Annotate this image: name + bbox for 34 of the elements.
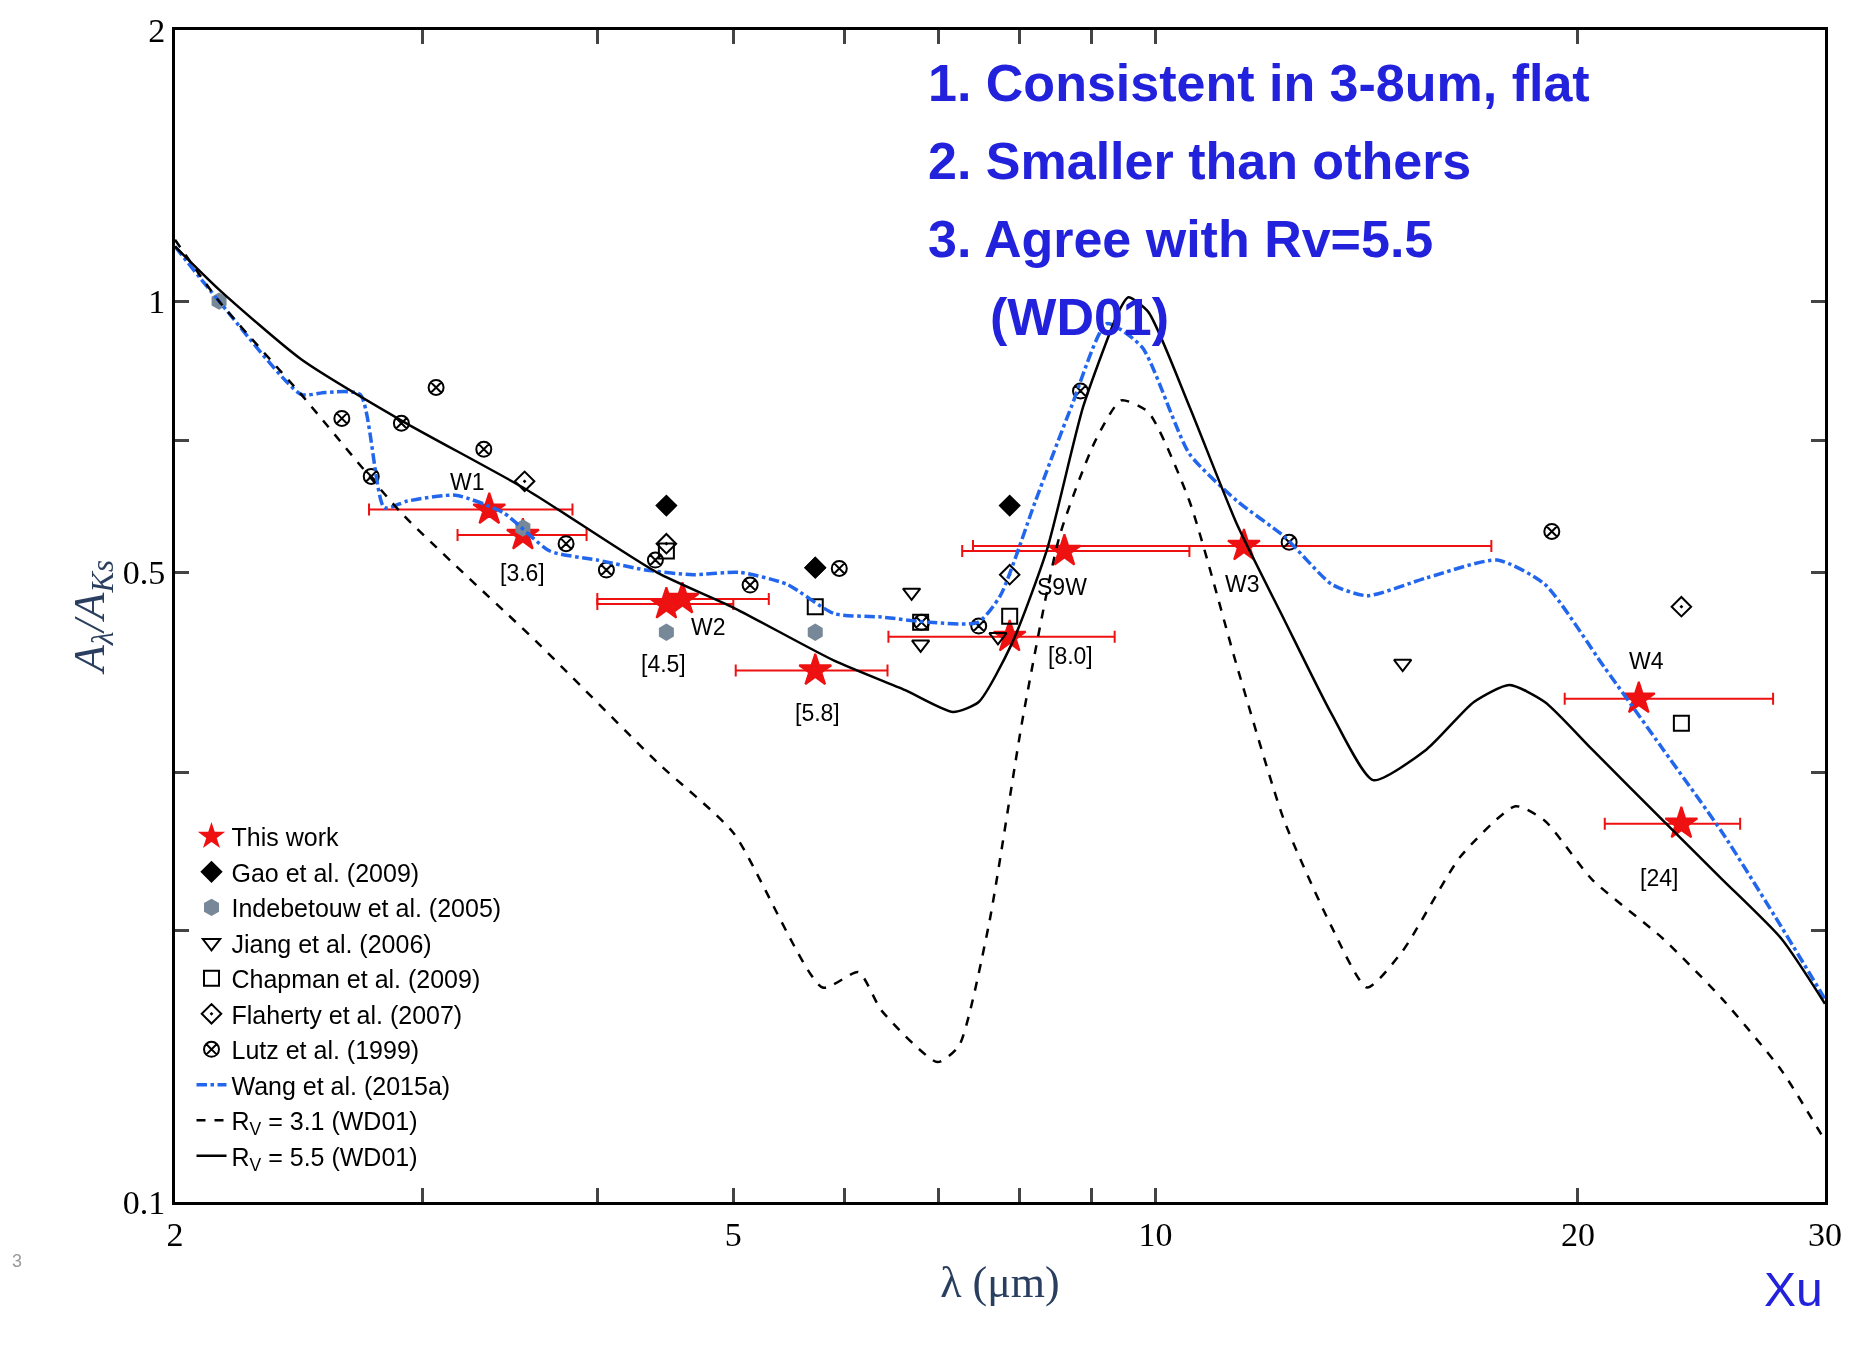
legend-label: R$_{V}$ = 3.1 (WD01) [231,1107,418,1140]
x-tick-label: 20 [1560,1215,1595,1253]
y-tick-label: 1 [148,283,166,321]
annotation: [4.5] [641,651,686,677]
text: Xu [1764,1263,1823,1316]
y-tick-label: 0.1 [122,1183,166,1221]
annotation: [24] [1640,865,1679,891]
x-tick-label: 5 [724,1215,742,1253]
legend-label: Lutz et al. (1999) [231,1036,420,1065]
x-tick-label: 30 [1808,1215,1842,1253]
y-tick-label: 2 [148,11,166,49]
legend-label: Chapman et al. (2009) [231,965,481,994]
annotation: [8.0] [1048,643,1093,669]
annotation: 3. Agree with Rv=5.5 [928,210,1434,268]
annotation: W2 [691,614,726,640]
annotation: [3.6] [500,560,545,586]
text: 3 [12,1251,23,1271]
legend-label: This work [231,823,339,852]
annotation: W1 [450,469,485,495]
legend-label: Indebetouw et al. (2005) [231,894,502,923]
annotation: 2. Smaller than others [928,132,1472,190]
annotation: W3 [1225,571,1260,597]
legend-label: Jiang et al. (2006) [231,929,432,958]
legend-label: Flaherty et al. (2007) [231,1000,463,1029]
legend-label: Wang et al. (2015a) [231,1071,451,1100]
y-tick-label: 0.5 [122,554,166,592]
annotation: W4 [1629,648,1664,674]
x-axis-title: λ (μm) [940,1258,1060,1308]
legend-label: R$_{V}$ = 5.5 (WD01) [231,1142,418,1175]
annotation: [5.8] [795,700,840,726]
annotation: S9W [1037,574,1088,600]
annotation: 1. Consistent in 3-8um, flat [928,54,1590,112]
x-tick-label: 10 [1138,1215,1173,1253]
legend-label: Gao et al. (2009) [231,858,420,887]
